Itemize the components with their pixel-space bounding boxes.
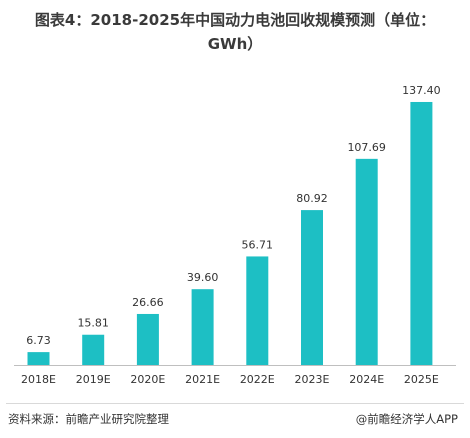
x-tick-label-2019E: 2019E [76,373,111,386]
footer-divider [6,403,464,404]
data-label-2019E: 15.81 [77,317,109,330]
x-tick-label-2021E: 2021E [185,373,220,386]
chart-title: 图表4：2018-2025年中国动力电池回收规模预测（单位： GWh） [0,8,470,56]
data-label-2023E: 80.92 [296,192,328,205]
data-label-2018E: 6.73 [26,334,51,347]
bar-2020E [136,313,159,365]
data-label-2021E: 39.60 [187,271,219,284]
x-tick-label-2020E: 2020E [130,373,165,386]
source-note: 资料来源：前瞻产业研究院整理 [8,412,169,426]
x-tick-label-2018E: 2018E [21,373,56,386]
brand-credit: @前瞻经济学人APP [355,412,458,426]
x-tick-label-2024E: 2024E [349,373,384,386]
bar-2025E [410,101,433,365]
bar-2022E [246,256,269,365]
bar-2023E [301,210,323,365]
bar-2018E [27,352,50,365]
x-tick-label-2025E: 2025E [404,373,439,386]
data-label-2020E: 26.66 [132,296,164,309]
data-label-2022E: 56.71 [242,238,274,251]
bar-2021E [191,289,214,365]
data-label-2025E: 137.40 [402,84,441,97]
bar-2019E [82,334,105,365]
chart-title-line1: 图表4：2018-2025年中国动力电池回收规模预测（单位： [34,11,436,29]
data-label-2024E: 107.69 [347,141,386,154]
chart-title-line2: GWh） [207,35,263,53]
bar-2024E [355,158,378,365]
x-tick-label-2023E: 2023E [295,373,330,386]
x-tick-label-2022E: 2022E [240,373,275,386]
